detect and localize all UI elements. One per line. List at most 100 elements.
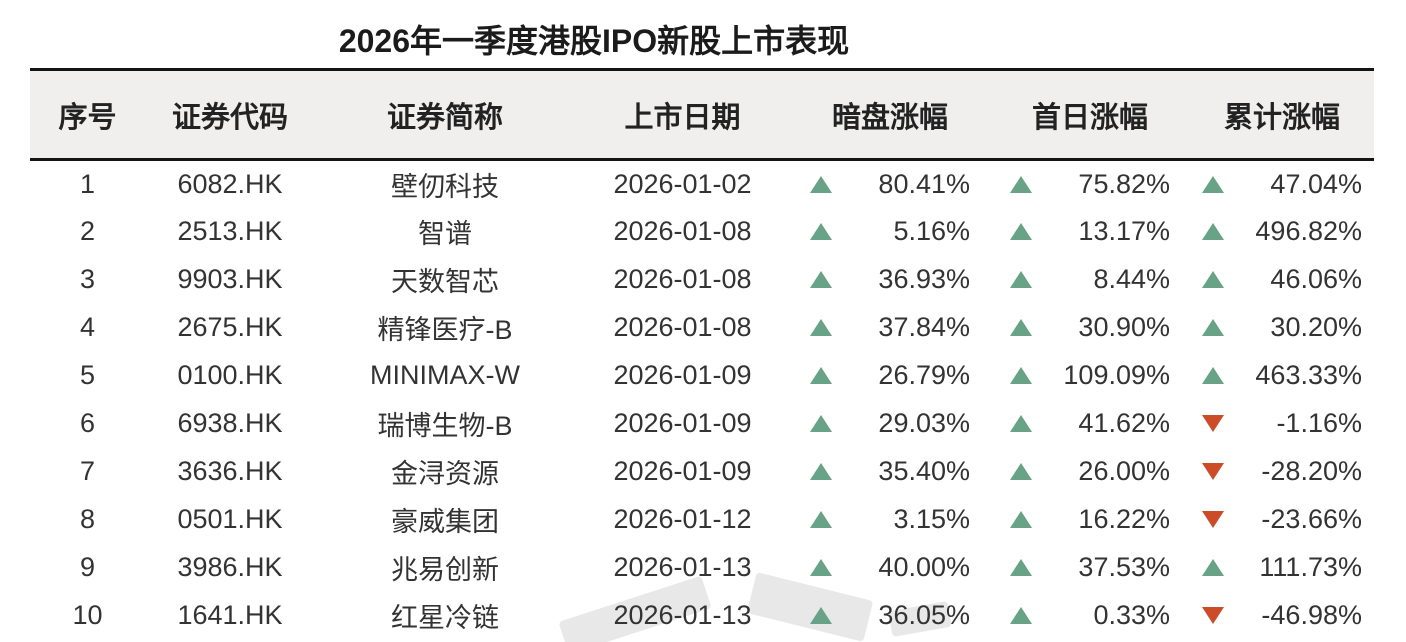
cell-security-name: 兆易创新 [391,555,499,585]
gain-indicator: 37.84% [810,312,970,343]
up-triangle-icon [1202,367,1224,384]
cell-listing-date: 2026-01-08 [613,264,752,294]
cell-security-code: 3636.HK [177,456,283,486]
gain-value: 13.17% [1078,216,1170,246]
col-header-listing-date: 上市日期 [624,101,741,134]
gain-value: 496.82% [1255,216,1362,246]
cell-index: 10 [72,600,103,630]
cell-cumulative-gain: 47.04% [1190,160,1374,208]
up-triangle-icon [1202,559,1224,576]
table-row: 8 0501.HK 豪威集团 2026-01-12 3.15% 16.22% [30,496,1374,544]
up-triangle-icon [810,223,832,240]
up-triangle-icon [1010,367,1032,384]
cell-first-day-gain: 37.53% [990,544,1190,592]
gain-indicator: 80.41% [810,169,970,200]
gain-value: 35.40% [878,456,970,486]
cell-security-name: 金浔资源 [391,459,499,489]
gain-indicator: 463.33% [1202,360,1362,391]
up-triangle-icon [810,559,832,576]
gain-value: 16.22% [1078,504,1170,534]
cell-grey-market-gain: 5.16% [790,208,990,256]
gain-indicator: 26.79% [810,360,970,391]
up-triangle-icon [810,367,832,384]
cell-security-name: 红星冷链 [391,603,499,633]
table-row: 3 9903.HK 天数智芯 2026-01-08 36.93% 8.44% [30,256,1374,304]
gain-indicator: -46.98% [1202,600,1362,631]
gain-indicator: 13.17% [1010,216,1170,247]
gain-value: 111.73% [1259,552,1362,582]
gain-indicator: -23.66% [1202,504,1362,535]
cell-grey-market-gain: 29.03% [790,400,990,448]
cell-security-name: 瑞博生物-B [377,411,513,441]
up-triangle-icon [1202,175,1224,193]
cell-security-code: 2513.HK [177,216,283,246]
cell-grey-market-gain: 35.40% [790,448,990,496]
gain-value: 37.84% [878,312,970,342]
gain-value: 5.16% [893,216,970,246]
gain-value: 0.33% [1093,600,1170,630]
gain-indicator: 496.82% [1202,216,1362,247]
gain-indicator: 3.15% [810,504,970,535]
table-row: 4 2675.HK 精锋医疗-B 2026-01-08 37.84% 30.90… [30,304,1374,352]
cell-listing-date: 2026-01-08 [613,216,752,246]
gain-value: 30.90% [1078,312,1170,342]
gain-value: -46.98% [1261,600,1362,630]
cell-cumulative-gain: -1.16% [1190,400,1374,448]
cell-security-name: 智谱 [418,219,472,249]
cell-index: 3 [79,264,96,294]
col-header-security-name: 证券简称 [386,101,503,134]
cell-security-code: 3986.HK [177,552,283,582]
gain-value: 36.05% [878,600,970,630]
cell-listing-date: 2026-01-02 [613,168,752,199]
table-row: 5 0100.HK MINIMAX-W 2026-01-09 26.79% 10… [30,352,1374,400]
up-triangle-icon [1202,271,1224,288]
cell-first-day-gain: 13.17% [990,208,1190,256]
up-triangle-icon [1010,415,1032,432]
ipo-table: 序号 证券代码 证券简称 上市日期 暗盘涨幅 首日涨幅 累计涨幅 1 6082.… [30,68,1374,640]
cell-cumulative-gain: -46.98% [1190,592,1374,640]
down-triangle-icon [1202,607,1224,624]
gain-value: -23.66% [1261,504,1362,534]
gain-value: 8.44% [1093,264,1170,294]
gain-indicator: 30.20% [1202,312,1362,343]
cell-cumulative-gain: 46.06% [1190,256,1374,304]
gain-indicator: 5.16% [810,216,970,247]
cell-first-day-gain: 30.90% [990,304,1190,352]
cell-first-day-gain: 41.62% [990,400,1190,448]
table-row: 10 1641.HK 红星冷链 2026-01-13 36.05% 0.33% [30,592,1374,640]
gain-value: -1.16% [1276,408,1362,438]
up-triangle-icon [1010,319,1032,336]
gain-indicator: 29.03% [810,408,970,439]
cell-cumulative-gain: 463.33% [1190,352,1374,400]
gain-indicator: 109.09% [1010,360,1170,391]
gain-indicator: 0.33% [1010,600,1170,631]
cell-grey-market-gain: 36.05% [790,592,990,640]
up-triangle-icon [810,511,832,528]
gain-indicator: 47.04% [1202,169,1362,200]
up-triangle-icon [1010,223,1032,240]
gain-value: 41.62% [1078,408,1170,438]
cell-security-code: 9903.HK [177,264,283,294]
cell-first-day-gain: 26.00% [990,448,1190,496]
down-triangle-icon [1202,415,1224,432]
cell-first-day-gain: 0.33% [990,592,1190,640]
gain-indicator: 37.53% [1010,552,1170,583]
cell-listing-date: 2026-01-12 [613,504,752,534]
gain-value: 75.82% [1078,168,1170,199]
gain-indicator: 36.93% [810,264,970,295]
table-row: 2 2513.HK 智谱 2026-01-08 5.16% 13.17% 49 [30,208,1374,256]
gain-value: 40.00% [878,552,970,582]
cell-security-name: 豪威集团 [391,507,499,537]
gain-value: -28.20% [1261,456,1362,486]
cell-index: 6 [79,408,96,438]
cell-cumulative-gain: 30.20% [1190,304,1374,352]
gain-indicator: 35.40% [810,456,970,487]
up-triangle-icon [1010,607,1032,624]
cell-security-code: 6082.HK [177,168,283,199]
cell-index: 9 [79,552,96,582]
cell-security-code: 0100.HK [177,360,283,390]
cell-security-code: 0501.HK [177,504,283,534]
gain-value: 46.06% [1270,264,1362,294]
cell-listing-date: 2026-01-08 [613,312,752,342]
